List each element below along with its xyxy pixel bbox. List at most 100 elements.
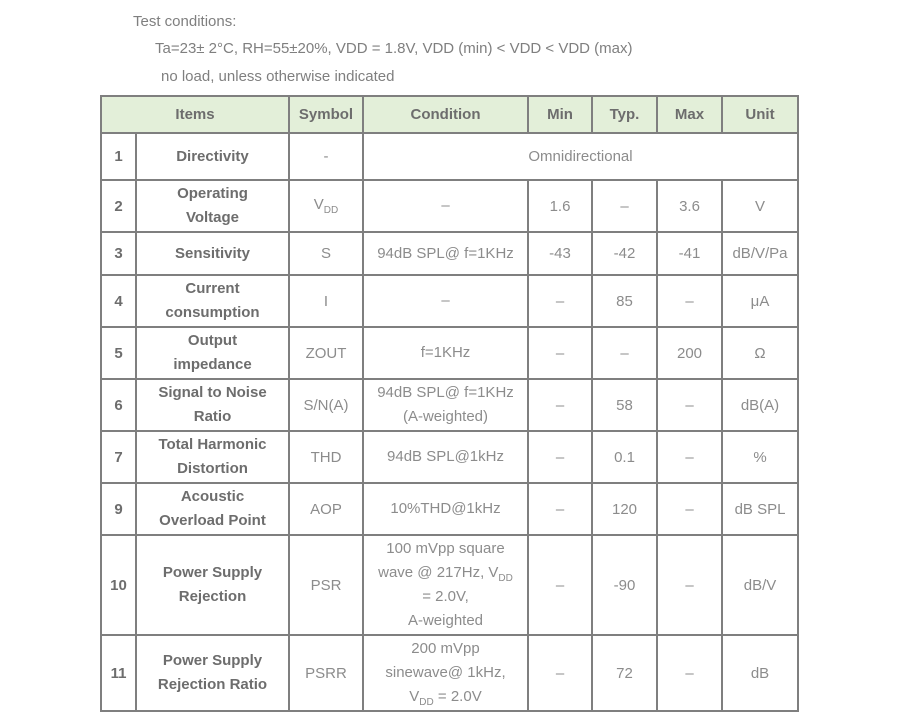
typ-cell: -42 bbox=[591, 231, 658, 276]
column-header-min: Min bbox=[527, 95, 593, 134]
test-conditions-title: Test conditions: bbox=[133, 13, 237, 30]
test-conditions-line-1: Ta=23± 2°C, RH=55±20%, VDD = 1.8V, VDD (… bbox=[155, 40, 633, 57]
column-header-typ: Typ. bbox=[591, 95, 658, 134]
condition-cell: 94dB SPL@1kHz bbox=[362, 430, 529, 484]
test-conditions-block: Test conditions: Ta=23± 2°C, RH=55±20%, … bbox=[0, 13, 899, 85]
typ-cell: 58 bbox=[591, 378, 658, 432]
item-cell: Operating Voltage bbox=[135, 179, 290, 233]
test-conditions-line-2: no load, unless otherwise indicated bbox=[161, 68, 395, 85]
row-number-cell: 11 bbox=[100, 634, 137, 712]
unit-cell: dB bbox=[721, 634, 799, 712]
row-number-cell: 10 bbox=[100, 534, 137, 636]
condition-cell: 94dB SPL@ f=1KHz (A-weighted) bbox=[362, 378, 529, 432]
item-cell: Output impedance bbox=[135, 326, 290, 380]
item-cell: Current consumption bbox=[135, 274, 290, 328]
spec-row: 3 Sensitivity S 94dB SPL@ f=1KHz -43 -42 -41 dB… bbox=[100, 231, 799, 276]
symbol-cell: PSR bbox=[288, 534, 364, 636]
spec-row: 5 Output impedance ZOUT f=1KHz – –200 Ω bbox=[100, 326, 799, 380]
max-cell: – bbox=[656, 378, 723, 432]
spec-row: 2 Operating Voltage VDD –1.6–3.6 V bbox=[100, 179, 799, 233]
min-cell: 1.6 bbox=[527, 179, 593, 233]
item-cell: Acoustic Overload Point bbox=[135, 482, 290, 536]
spec-table-header-row: Items Symbol Condition Min Typ. Max Unit bbox=[100, 95, 799, 134]
row-number-cell: 1 bbox=[100, 132, 137, 181]
unit-cell: % bbox=[721, 430, 799, 484]
unit-cell: dB(A) bbox=[721, 378, 799, 432]
condition-cell: – bbox=[362, 179, 529, 233]
max-cell: – bbox=[656, 482, 723, 536]
unit-cell: dB/V bbox=[721, 534, 799, 636]
item-cell: Signal to Noise Ratio bbox=[135, 378, 290, 432]
symbol-cell: S bbox=[288, 231, 364, 276]
condition-cell: – bbox=[362, 274, 529, 328]
max-cell: – bbox=[656, 430, 723, 484]
symbol-cell: THD bbox=[288, 430, 364, 484]
spec-row: 11 Power Supply Rejection Ratio PSRR 200 mV… bbox=[100, 634, 799, 712]
symbol-cell: - bbox=[288, 132, 364, 181]
row-number-cell: 4 bbox=[100, 274, 137, 328]
min-cell: – bbox=[527, 274, 593, 328]
typ-cell: – bbox=[591, 179, 658, 233]
column-header-max: Max bbox=[656, 95, 723, 134]
typ-cell: -90 bbox=[591, 534, 658, 636]
column-header-items: Items bbox=[100, 95, 290, 134]
unit-cell: dB SPL bbox=[721, 482, 799, 536]
spec-table: Items Symbol Condition Min Typ. Max Unit… bbox=[100, 95, 799, 712]
item-cell: Power Supply Rejection bbox=[135, 534, 290, 636]
max-cell: – bbox=[656, 534, 723, 636]
condition-cell: f=1KHz bbox=[362, 326, 529, 380]
condition-cell: 10%THD@1kHz bbox=[362, 482, 529, 536]
row-number-cell: 2 bbox=[100, 179, 137, 233]
min-cell: – bbox=[527, 634, 593, 712]
min-cell: – bbox=[527, 534, 593, 636]
row-number-cell: 7 bbox=[100, 430, 137, 484]
item-cell: Power Supply Rejection Ratio bbox=[135, 634, 290, 712]
merged-condition-cell: Omnidirectional bbox=[362, 132, 799, 181]
symbol-cell: AOP bbox=[288, 482, 364, 536]
spec-row: 9 Acoustic Overload Point AOP 10%THD@1kHz –1… bbox=[100, 482, 799, 536]
symbol-cell: PSRR bbox=[288, 634, 364, 712]
row-number-cell: 6 bbox=[100, 378, 137, 432]
typ-cell: – bbox=[591, 326, 658, 380]
max-cell: 3.6 bbox=[656, 179, 723, 233]
typ-cell: 72 bbox=[591, 634, 658, 712]
symbol-cell: VDD bbox=[288, 179, 364, 233]
unit-cell: Ω bbox=[721, 326, 799, 380]
item-cell: Directivity bbox=[135, 132, 290, 181]
condition-cell: 94dB SPL@ f=1KHz bbox=[362, 231, 529, 276]
symbol-cell: I bbox=[288, 274, 364, 328]
spec-row: 4 Current consumption I – –85– μA bbox=[100, 274, 799, 328]
column-header-symbol: Symbol bbox=[288, 95, 364, 134]
min-cell: – bbox=[527, 378, 593, 432]
spec-row: 6 Signal to Noise Ratio S/N(A) 94dB SPL@ f=… bbox=[100, 378, 799, 432]
min-cell: – bbox=[527, 482, 593, 536]
condition-cell: 100 mVpp square wave @ 217Hz, VDD = 2.0V… bbox=[362, 534, 529, 636]
condition-cell: 200 mVpp sinewave@ 1kHz, VDD = 2.0V bbox=[362, 634, 529, 712]
min-cell: -43 bbox=[527, 231, 593, 276]
typ-cell: 120 bbox=[591, 482, 658, 536]
unit-cell: dB/V/Pa bbox=[721, 231, 799, 276]
min-cell: – bbox=[527, 430, 593, 484]
symbol-cell: ZOUT bbox=[288, 326, 364, 380]
row-number-cell: 3 bbox=[100, 231, 137, 276]
item-cell: Sensitivity bbox=[135, 231, 290, 276]
column-header-unit: Unit bbox=[721, 95, 799, 134]
max-cell: – bbox=[656, 634, 723, 712]
min-cell: – bbox=[527, 326, 593, 380]
row-number-cell: 5 bbox=[100, 326, 137, 380]
typ-cell: 0.1 bbox=[591, 430, 658, 484]
datasheet-page: Test conditions: Ta=23± 2°C, RH=55±20%, … bbox=[0, 13, 899, 712]
max-cell: – bbox=[656, 274, 723, 328]
unit-cell: V bbox=[721, 179, 799, 233]
typ-cell: 85 bbox=[591, 274, 658, 328]
spec-row: 1 Directivity - Omnidirectional bbox=[100, 132, 799, 181]
column-header-condition: Condition bbox=[362, 95, 529, 134]
unit-cell: μA bbox=[721, 274, 799, 328]
spec-row: 7 Total Harmonic Distortion THD 94dB SPL@1k… bbox=[100, 430, 799, 484]
row-number-cell: 9 bbox=[100, 482, 137, 536]
max-cell: -41 bbox=[656, 231, 723, 276]
item-cell: Total Harmonic Distortion bbox=[135, 430, 290, 484]
max-cell: 200 bbox=[656, 326, 723, 380]
spec-row: 10 Power Supply Rejection PSR 100 mVpp squa… bbox=[100, 534, 799, 636]
symbol-cell: S/N(A) bbox=[288, 378, 364, 432]
